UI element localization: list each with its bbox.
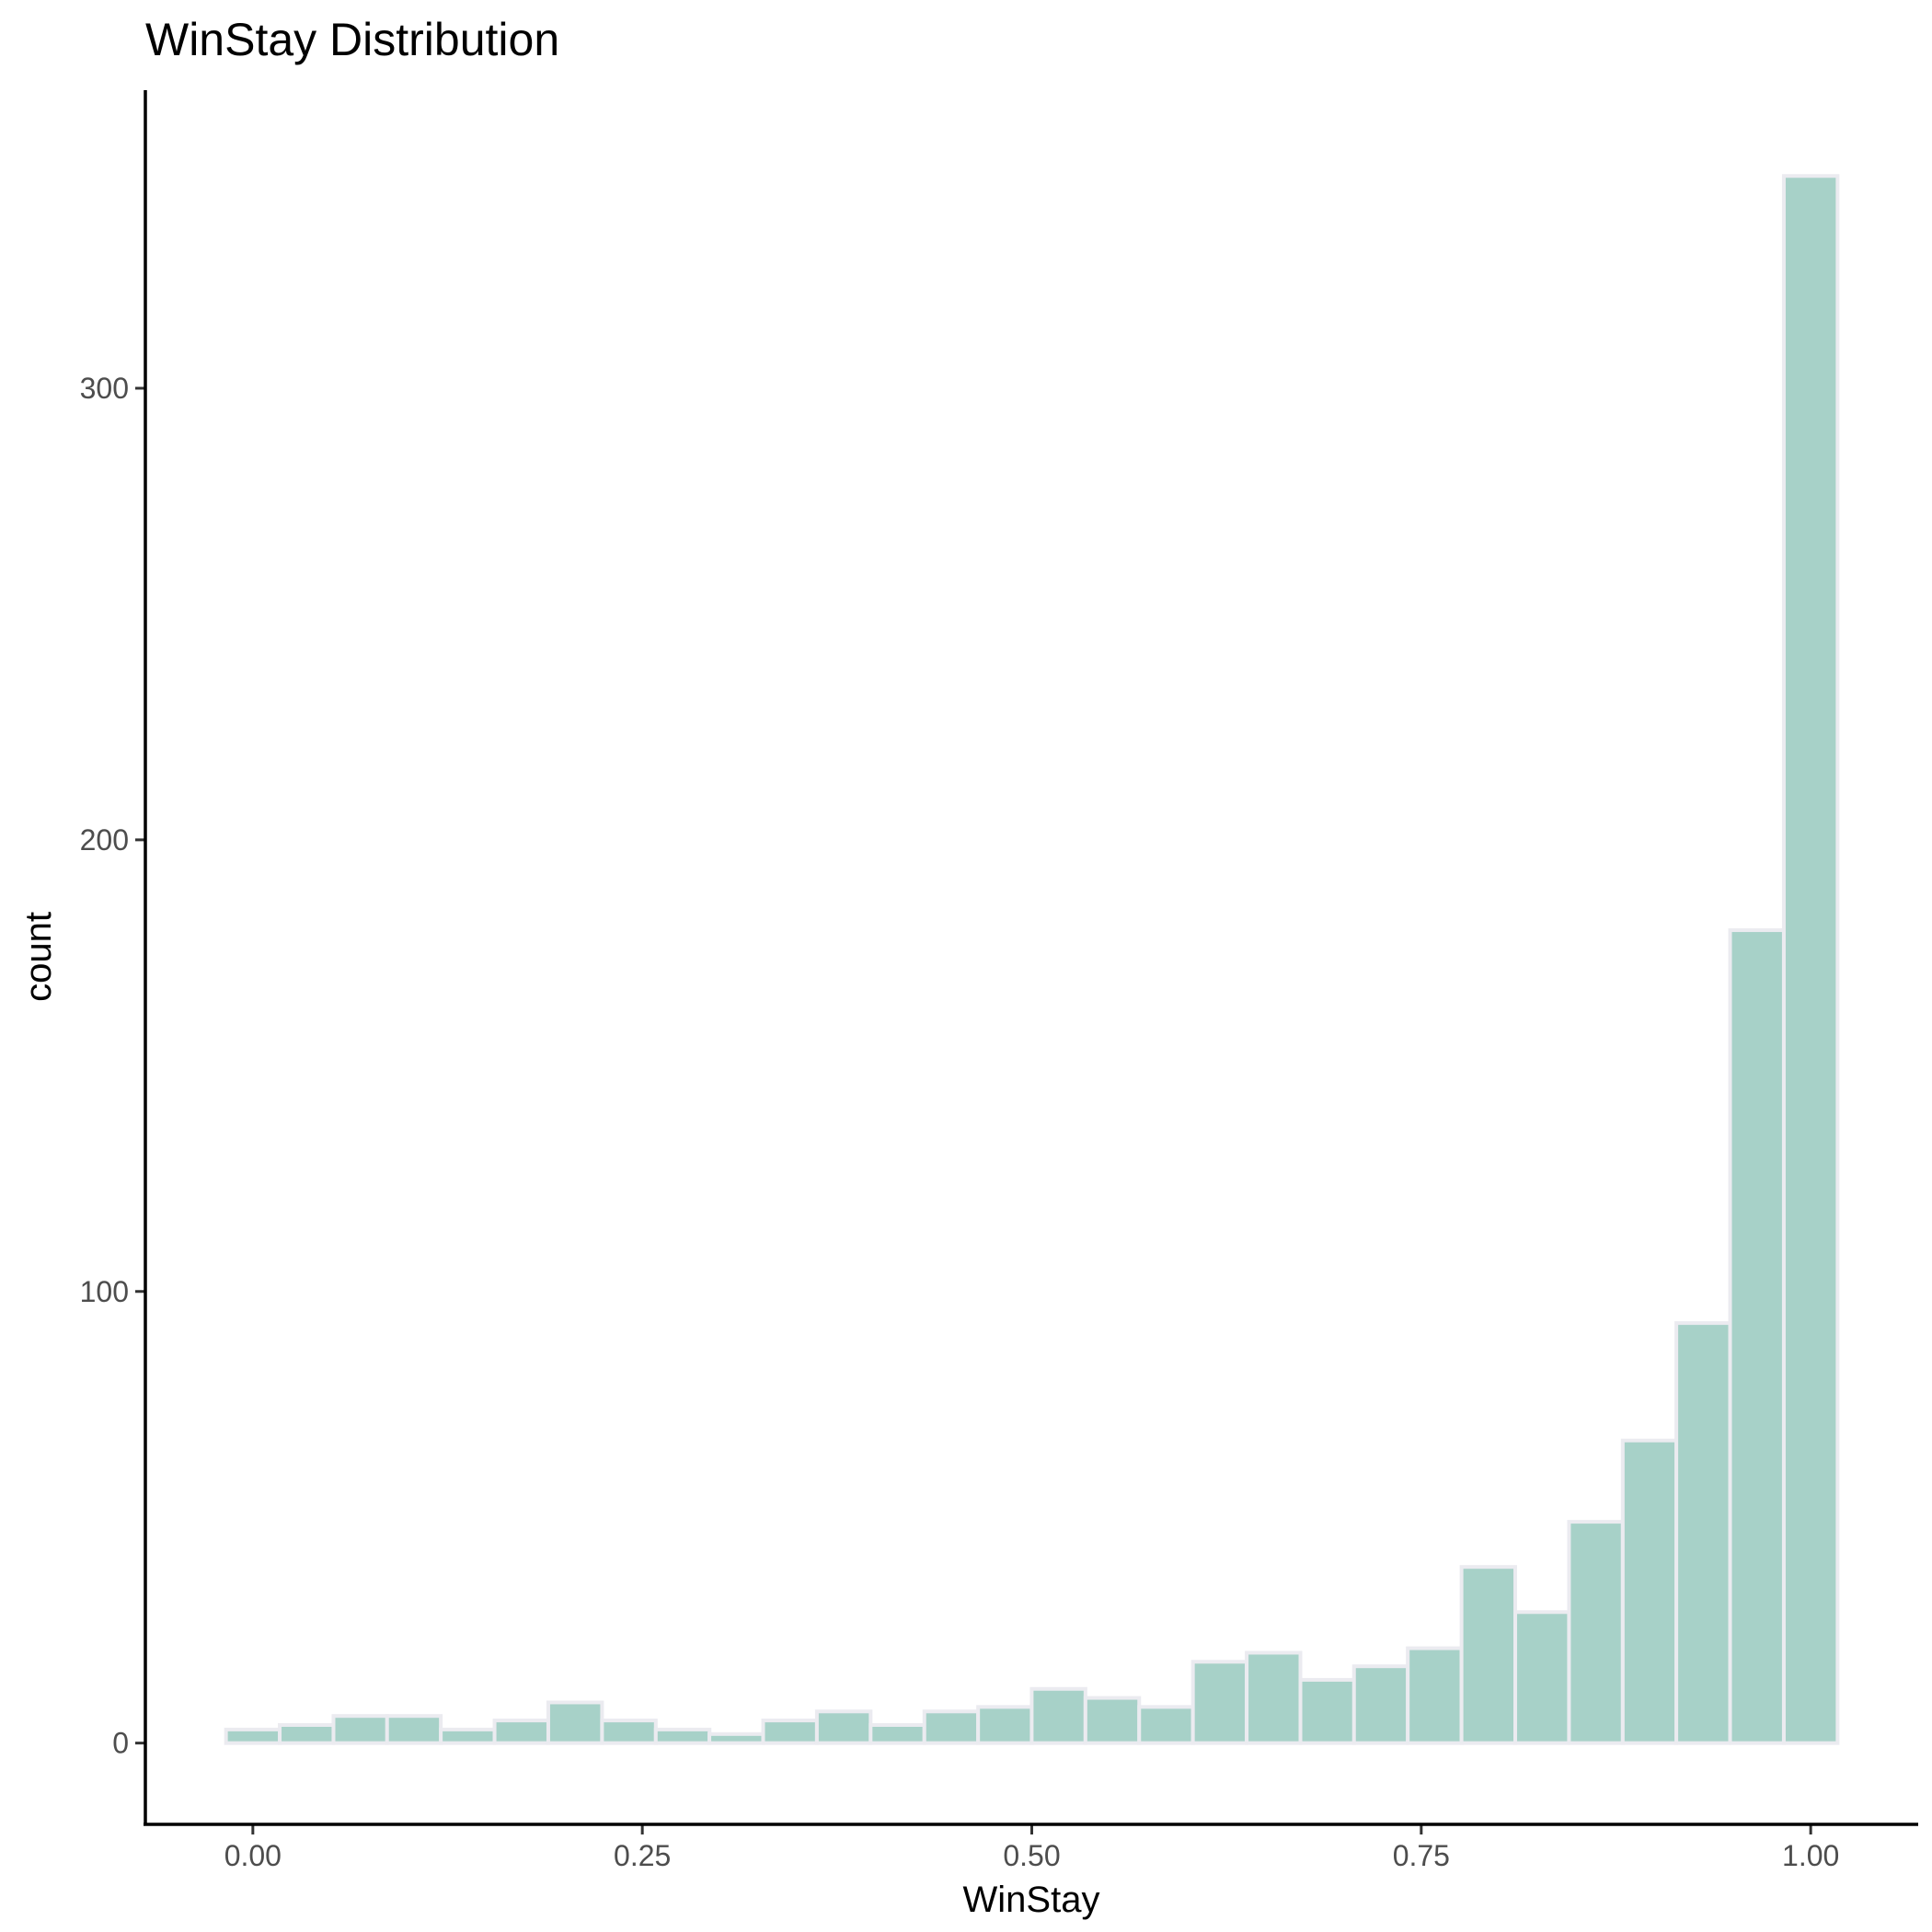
histogram-bar [1781,174,1840,1745]
x-tick-label: 0.25 [614,1839,671,1872]
histogram-bar [1083,1696,1142,1745]
x-tick-label: 1.00 [1782,1839,1839,1872]
histogram-bar [868,1723,926,1745]
histogram-bar [1351,1664,1410,1745]
y-tick-label: 300 [80,372,129,405]
histogram-bar [439,1727,497,1745]
y-tick-label: 100 [80,1275,129,1308]
histogram-bar [278,1723,336,1745]
histogram-bar [1674,1321,1732,1745]
histogram-bar [1513,1610,1571,1745]
x-axis-title: WinStay [963,1880,1100,1920]
y-tick-label: 0 [112,1727,129,1760]
histogram-bar [1137,1705,1195,1745]
histogram-bar [1728,928,1786,1745]
histogram-bar [814,1709,873,1745]
histogram-bar [1298,1677,1356,1745]
histogram-bar [1620,1438,1679,1745]
histogram-bar [1190,1660,1249,1745]
histogram-bar [1029,1686,1087,1745]
bars-group [224,174,1840,1745]
x-tick-label: 0.50 [1003,1839,1060,1872]
x-tick-label: 0.00 [224,1839,282,1872]
x-tick-label: 0.75 [1393,1839,1450,1872]
y-axis-ticks: 0 100 200 300 [80,372,145,1760]
y-tick-label: 200 [80,823,129,857]
histogram-bar [653,1727,712,1745]
histogram-bar [976,1705,1034,1745]
histogram-bar [331,1714,389,1745]
histogram-bar [224,1727,282,1745]
x-axis-ticks: 0.00 0.25 0.50 0.75 1.00 [224,1824,1839,1872]
histogram-bar [1245,1650,1303,1745]
histogram-bar [600,1719,658,1745]
chart-title: WinStay Distribution [145,14,559,65]
y-axis-title: count [18,912,59,1002]
histogram-bar [761,1719,819,1745]
histogram-bar [1406,1646,1464,1745]
histogram-bar [922,1709,981,1745]
histogram-bar [1567,1520,1625,1745]
histogram-bar [1459,1565,1518,1745]
histogram-bar [546,1700,604,1745]
histogram-bar [385,1714,443,1745]
histogram-bar [492,1719,550,1745]
histogram-bar [707,1731,765,1745]
